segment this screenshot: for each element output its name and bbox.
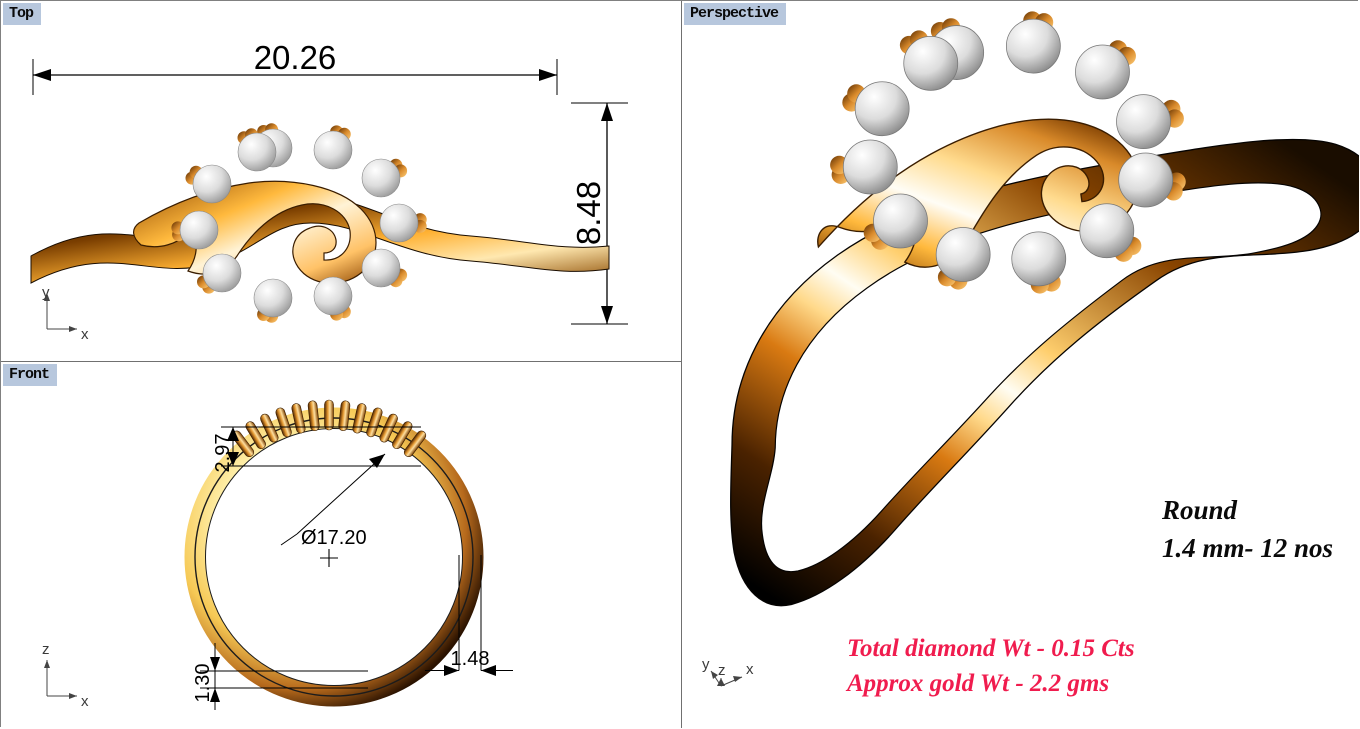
svg-text:y: y [42,284,50,301]
svg-text:Total diamond Wt - 0.15 Cts: Total diamond Wt - 0.15 Cts [847,635,1135,662]
svg-text:Approx gold Wt - 2.2 gms: Approx gold Wt - 2.2 gms [845,670,1109,697]
svg-text:20.26: 20.26 [254,39,337,76]
svg-text:1.30: 1.30 [192,664,214,703]
svg-text:Ø17.20: Ø17.20 [301,527,367,549]
svg-text:1.48: 1.48 [451,648,490,670]
svg-text:8.48: 8.48 [570,181,607,245]
svg-text:y: y [702,656,710,673]
svg-text:x: x [81,693,89,710]
svg-text:Round: Round [1161,495,1238,525]
svg-text:2.97: 2.97 [212,434,234,473]
svg-text:z: z [718,662,726,679]
svg-text:x: x [746,661,754,678]
svg-text:z: z [42,641,50,658]
svg-text:x: x [81,326,89,343]
svg-text:1.4 mm- 12 nos: 1.4 mm- 12 nos [1162,533,1333,563]
